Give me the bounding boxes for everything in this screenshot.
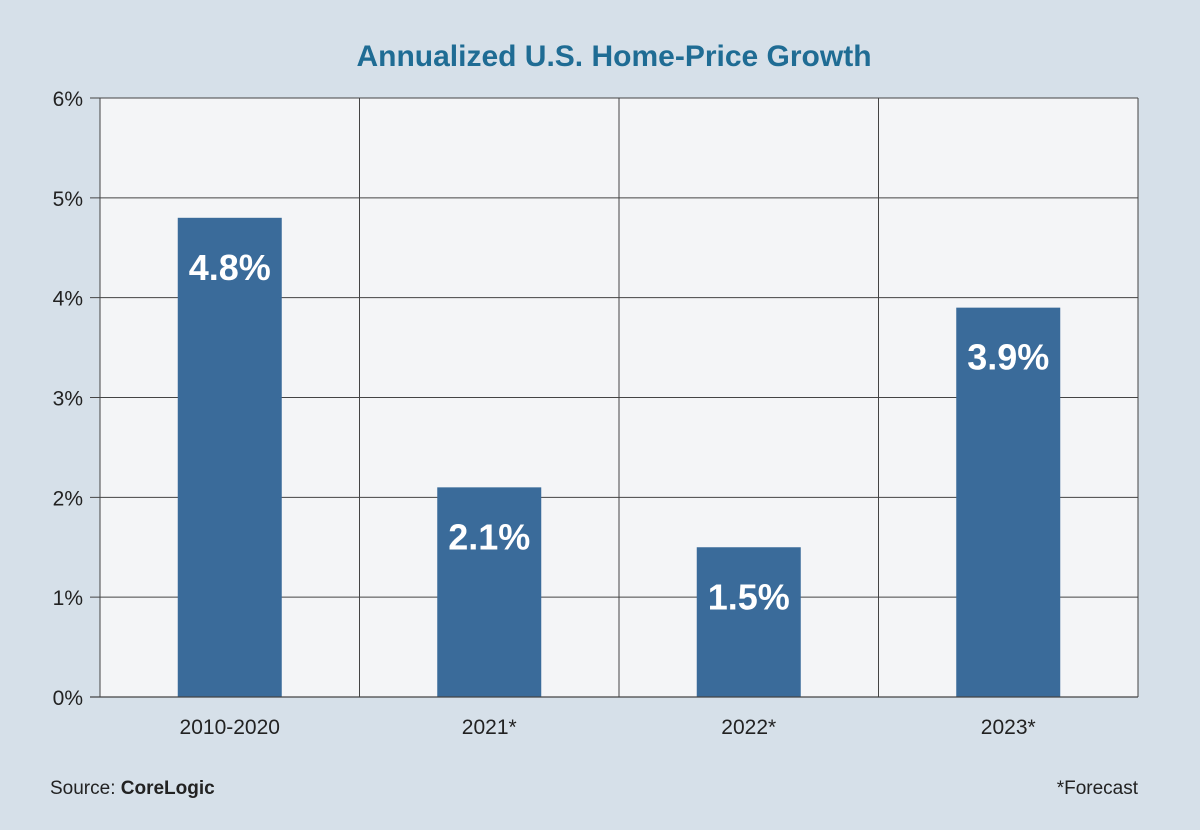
y-tick-label: 4% [53,288,83,311]
forecast-note: *Forecast [1056,778,1138,799]
y-tick-label: 6% [53,88,83,111]
data-label: 2.1% [448,516,530,557]
source-note: Source: CoreLogic [50,778,215,800]
x-category-label: 2022* [721,716,776,739]
data-label: 3.9% [967,337,1049,378]
data-label: 1.5% [708,576,790,617]
bar [696,547,801,697]
y-tick-label: 0% [53,687,83,710]
x-category-label: 2023* [981,716,1036,739]
x-category-label: 2010-2020 [180,716,280,739]
data-label: 4.8% [189,247,271,288]
bar [956,307,1061,697]
plot-area: 0% 1% 2% 3% 4% 5% 6% 4.8% 2010-2020 2.1% 2021* 1.5%… [53,88,1139,739]
bar [177,217,282,698]
source-name: CoreLogic [120,778,215,799]
source-prefix: Source: [50,778,121,799]
y-tick-label: 1% [53,587,83,610]
x-category-label: 2021* [462,716,517,739]
bar [437,487,542,697]
y-tick-label: 5% [53,188,83,211]
y-tick-label: 3% [53,388,83,411]
y-tick-label: 2% [53,487,83,510]
chart-title: Annualized U.S. Home-Price Growth [356,40,871,73]
